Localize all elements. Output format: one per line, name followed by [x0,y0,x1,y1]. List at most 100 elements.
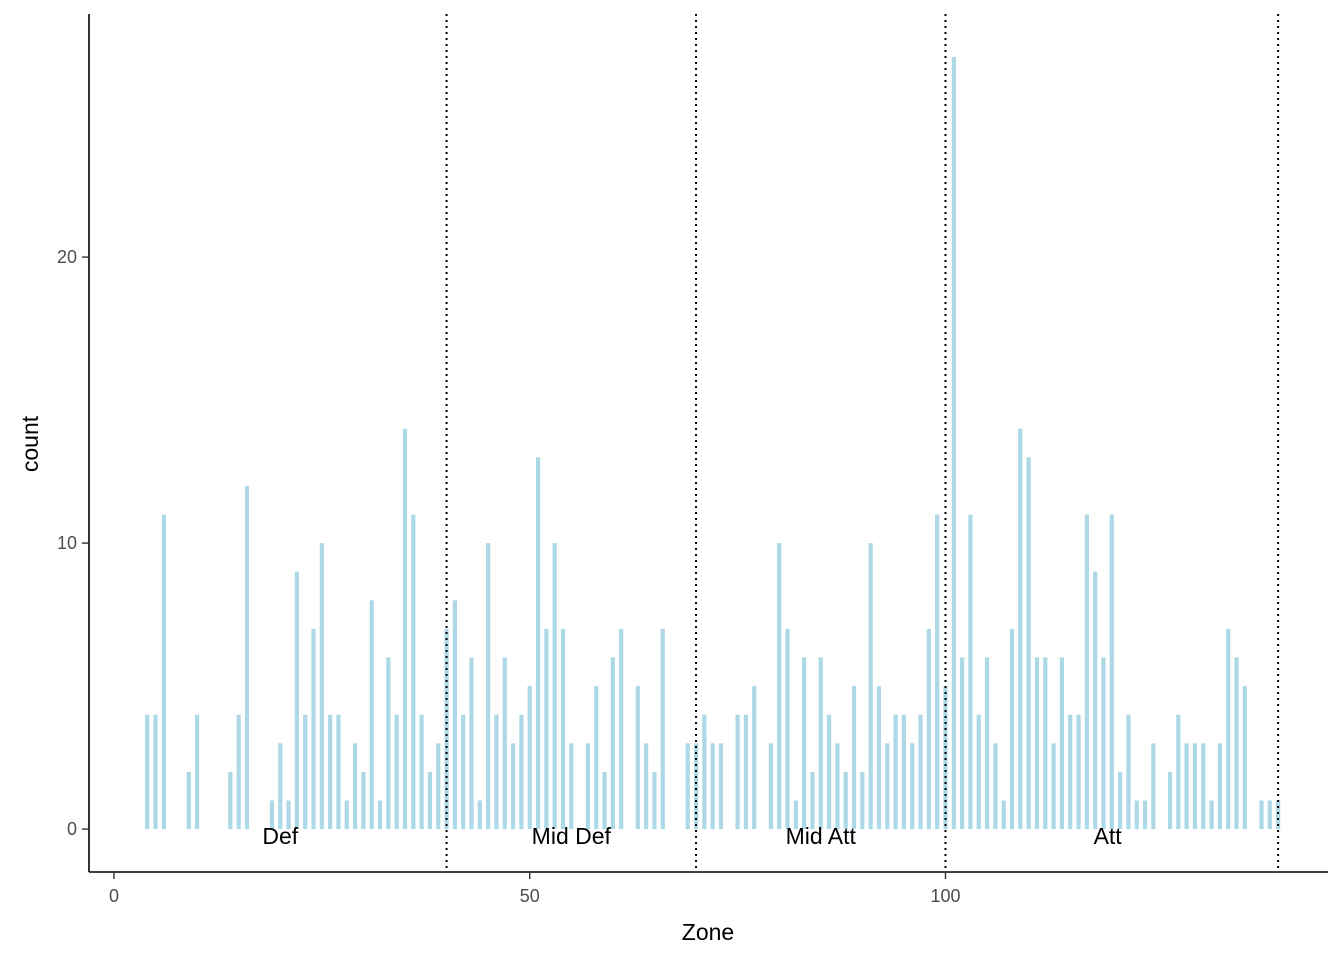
zone-label: Att [1094,823,1123,849]
histogram-bar [610,657,615,830]
histogram-bar [843,771,848,830]
histogram-bar [1026,457,1031,830]
histogram-bar [1184,743,1189,830]
histogram-bar [901,714,907,830]
histogram-bar [461,714,466,830]
histogram-bar [1242,686,1247,830]
histogram-bar [195,714,200,830]
histogram-bar [278,743,283,830]
histogram-bar [752,686,757,830]
histogram-bar [718,743,724,830]
histogram-bar [926,628,931,830]
histogram-bar [851,686,857,830]
histogram-bar [394,714,399,830]
histogram-bar [510,743,516,830]
histogram-bar [477,800,482,830]
y-axis-title: count [17,415,43,472]
histogram-bar [910,743,915,830]
histogram-bar [153,714,158,830]
histogram-bar [228,771,233,830]
histogram-bar [710,743,715,830]
histogram-bar [1126,714,1131,830]
histogram-bar [1134,800,1139,830]
histogram-bar [960,657,965,830]
histogram-bar [1201,743,1206,830]
x-axis-title: Zone [682,919,734,945]
histogram-bar [1043,657,1048,830]
histogram-bar [161,514,166,830]
histogram-bar [186,771,191,830]
histogram-bar [569,743,574,830]
x-tick-label: 50 [520,886,540,906]
histogram-bar [294,571,299,830]
histogram-bar [1093,571,1098,830]
histogram-bar [1068,714,1073,830]
histogram-bar [469,657,474,830]
histogram-bar [777,543,782,830]
histogram-bar [1001,800,1006,830]
histogram-bar [502,657,507,830]
histogram-bar [560,628,566,830]
histogram-bar [793,800,798,830]
histogram-bar [369,600,374,830]
histogram-bar [419,714,424,830]
histogram-bar [527,686,532,830]
histogram-bar [743,714,749,830]
histogram-bar [361,771,366,830]
histogram-bar [943,686,948,830]
histogram-bar [835,743,840,830]
histogram-bar [386,657,391,830]
histogram-bar [594,686,599,830]
histogram-bar [1226,628,1231,830]
histogram-bar [860,771,865,830]
histogram-bar [319,543,324,830]
histogram-bar [1142,800,1148,830]
histogram-bar [1151,743,1156,830]
bars-layer [145,56,1281,830]
histogram-bar [768,743,773,830]
x-tick-label: 0 [109,886,119,906]
histogram-bar [918,714,923,830]
histogram-bar [427,771,433,830]
histogram-bar [1209,800,1214,830]
histogram-bar [876,686,882,830]
histogram-bar [411,514,416,830]
zone-label: Def [262,823,298,849]
histogram-bar [585,743,591,830]
histogram-bar [702,714,707,830]
histogram-bar [644,743,649,830]
histogram-bar [1167,771,1173,830]
histogram-bar [1109,514,1114,830]
histogram-bar [885,743,890,830]
histogram-bar [1192,743,1198,830]
histogram-bar [1076,714,1081,830]
histogram-bar [1009,628,1015,830]
histogram-bar [619,628,624,830]
histogram-bar [1234,657,1239,830]
histogram-bar [344,800,349,830]
y-tick-label: 0 [67,819,77,839]
histogram-bar [984,657,990,830]
histogram-bar [976,714,981,830]
histogram-bar [785,628,790,830]
histogram-bar [519,714,524,830]
histogram-bar [935,514,940,830]
histogram-bar [303,714,308,830]
histogram-bar [635,686,640,830]
histogram-bar [486,543,491,830]
histogram-bar [336,714,341,830]
y-tick-label: 10 [57,533,77,553]
histogram-bar [1034,657,1040,830]
histogram-bar [660,628,665,830]
histogram-bar [1276,800,1281,830]
histogram-bar [544,628,549,830]
histogram-bar [352,743,358,830]
histogram-bar [1084,514,1089,830]
histogram-bar [1051,743,1056,830]
histogram-bar [826,714,832,830]
histogram-bar [328,714,333,830]
histogram-bar [968,514,973,830]
histogram-bar [735,714,740,830]
histogram-bar [1217,743,1222,830]
